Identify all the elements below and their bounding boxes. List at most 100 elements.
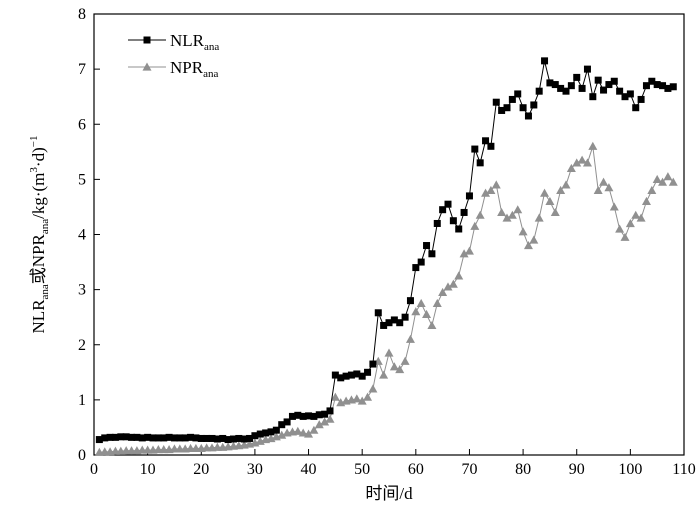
data-point xyxy=(385,319,393,327)
data-point xyxy=(470,221,480,230)
data-point xyxy=(540,188,550,197)
data-point xyxy=(111,433,119,441)
data-point xyxy=(309,425,319,434)
data-point xyxy=(632,104,640,112)
legend: NLRana NPRana xyxy=(128,31,219,80)
data-point xyxy=(481,188,491,197)
data-point xyxy=(498,106,506,114)
data-point xyxy=(384,348,394,357)
data-point xyxy=(464,246,474,255)
data-point xyxy=(325,414,335,423)
data-point xyxy=(181,434,189,442)
data-point xyxy=(389,362,399,371)
x-tick-label: 60 xyxy=(408,461,424,478)
data-point xyxy=(219,434,227,442)
data-point xyxy=(658,177,668,186)
data-point xyxy=(514,90,522,98)
x-axis-title: 时间/d xyxy=(365,484,413,503)
y-tick-label: 6 xyxy=(78,116,86,133)
data-point xyxy=(165,433,173,441)
data-point xyxy=(197,434,205,442)
data-point xyxy=(454,271,464,280)
data-point xyxy=(573,73,581,81)
data-point xyxy=(310,412,318,420)
data-point xyxy=(321,410,329,418)
x-tick-label: 90 xyxy=(569,461,585,478)
data-point xyxy=(664,84,672,92)
legend-label: NLRana xyxy=(170,31,219,53)
x-tick-label: 100 xyxy=(618,461,642,478)
data-point xyxy=(363,392,373,401)
data-point xyxy=(636,213,646,222)
data-point xyxy=(641,196,651,206)
data-point xyxy=(203,434,211,442)
data-point xyxy=(615,224,625,233)
data-point xyxy=(508,95,516,103)
y-tick-label: 8 xyxy=(78,6,86,23)
data-point xyxy=(101,434,109,442)
x-tick-label: 80 xyxy=(515,461,531,478)
y-tick-label: 2 xyxy=(78,337,86,354)
data-point xyxy=(659,82,667,90)
data-point xyxy=(192,434,200,442)
data-point xyxy=(128,433,136,441)
data-point xyxy=(621,93,629,101)
data-point xyxy=(519,104,527,112)
data-point xyxy=(546,79,554,87)
data-point xyxy=(620,232,630,241)
data-point xyxy=(154,434,162,442)
data-point xyxy=(561,180,571,189)
data-point xyxy=(251,432,259,440)
data-point xyxy=(400,356,410,365)
legend-item: NPRana xyxy=(128,58,218,80)
data-point xyxy=(535,87,543,95)
data-point xyxy=(138,434,146,442)
data-point xyxy=(357,396,367,405)
series-group xyxy=(94,57,678,456)
data-point xyxy=(556,185,566,194)
data-point xyxy=(272,426,280,434)
data-point xyxy=(562,87,570,95)
x-tick-label: 40 xyxy=(301,461,317,478)
data-point xyxy=(476,159,484,167)
data-point xyxy=(390,316,398,324)
data-point xyxy=(487,142,495,150)
data-point xyxy=(523,241,533,250)
series-0 xyxy=(95,57,677,444)
data-point xyxy=(347,371,355,379)
data-point xyxy=(235,434,243,442)
x-tick-label: 70 xyxy=(461,461,477,478)
data-point xyxy=(482,137,490,145)
data-point xyxy=(315,411,323,419)
x-tick-label: 10 xyxy=(140,461,156,478)
data-point xyxy=(589,93,597,101)
legend-item: NLRana xyxy=(128,31,219,53)
data-point xyxy=(396,319,404,327)
data-point xyxy=(133,433,141,441)
data-point xyxy=(669,83,677,91)
data-point xyxy=(577,155,587,164)
data-point xyxy=(594,76,602,84)
x-tick-label: 30 xyxy=(247,461,263,478)
data-point xyxy=(534,213,544,222)
data-point xyxy=(448,279,458,288)
data-point xyxy=(438,287,448,296)
data-point xyxy=(304,429,314,438)
data-point xyxy=(412,264,420,272)
data-point xyxy=(144,433,152,441)
data-point xyxy=(395,365,405,374)
x-tick-label: 20 xyxy=(193,461,209,478)
data-point xyxy=(492,98,500,106)
data-point xyxy=(428,250,436,258)
data-point xyxy=(443,282,453,291)
data-point xyxy=(267,428,275,436)
data-point xyxy=(240,435,248,443)
x-tick-label: 50 xyxy=(354,461,370,478)
data-point xyxy=(541,57,549,65)
y-axis-title: NLRana或NPRana/kg·(m3·d)−1 xyxy=(28,136,51,334)
data-point xyxy=(502,213,512,222)
data-point xyxy=(465,192,473,200)
data-point xyxy=(637,95,645,103)
data-point xyxy=(475,210,485,219)
